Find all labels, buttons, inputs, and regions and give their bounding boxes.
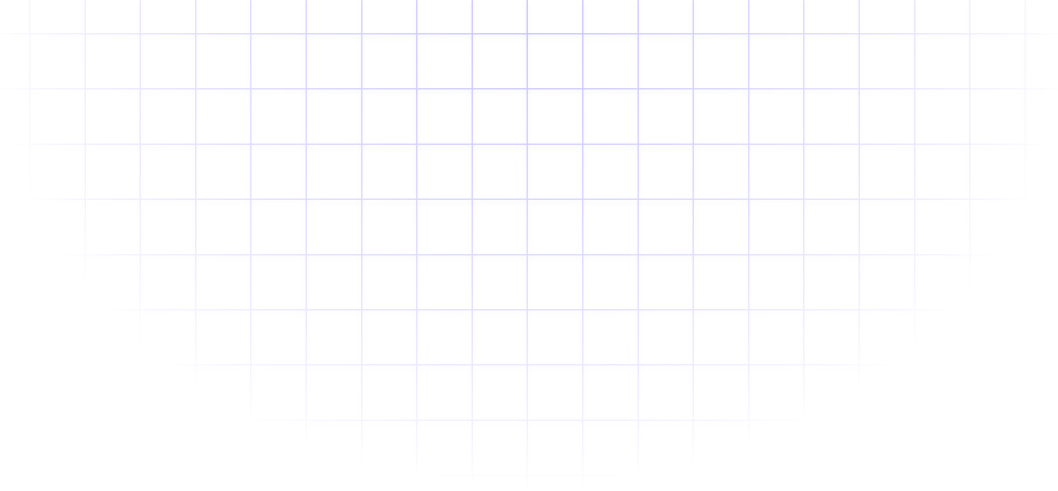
background-grid	[0, 0, 1058, 491]
